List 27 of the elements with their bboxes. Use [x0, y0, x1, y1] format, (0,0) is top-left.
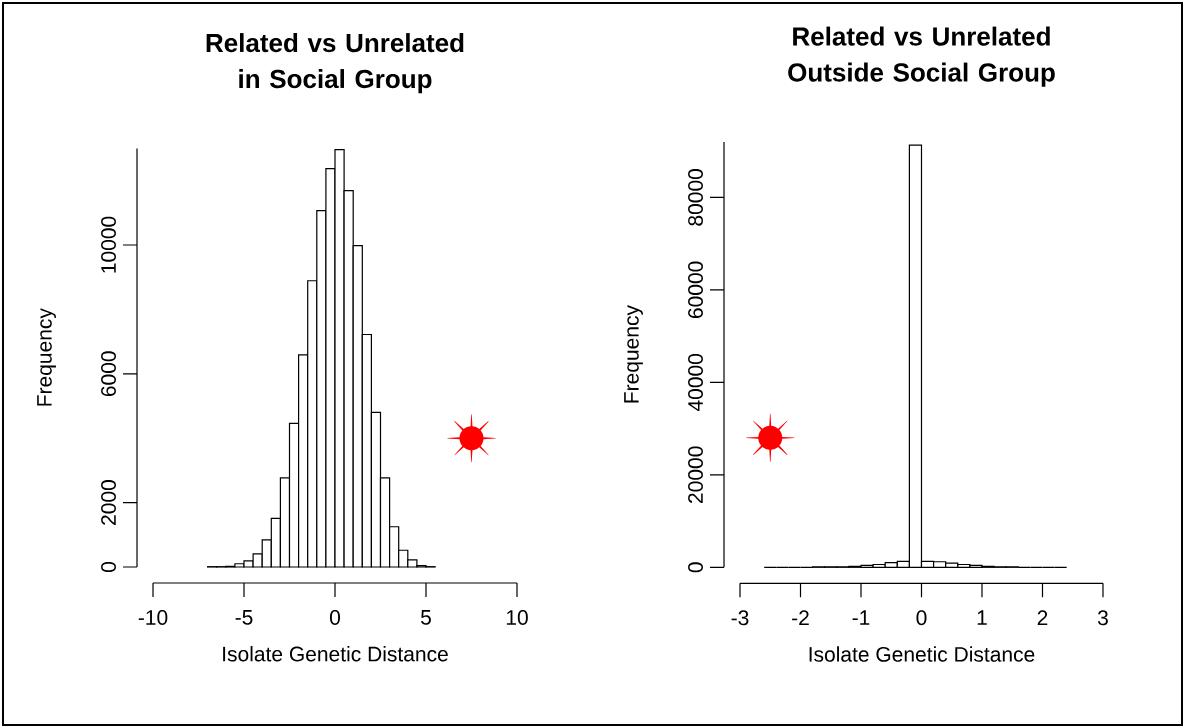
y-tick-label: 2000: [101, 480, 116, 525]
y-tick-label: 40000: [688, 353, 703, 412]
y-tick-label: 0: [688, 562, 703, 573]
x-tick-label: -5: [235, 610, 253, 625]
y-tick-label: 10000: [101, 216, 116, 273]
y-tick-label: 80000: [688, 169, 703, 226]
x-tick-label: -10: [138, 610, 168, 625]
x-tick-label: 10: [506, 610, 528, 625]
x-tick-label: 0: [916, 610, 927, 626]
x-tick-label: 2: [1037, 610, 1048, 626]
chart-title: Related vs Unrelated Outside Social Group: [788, 26, 1055, 87]
y-axis-title: Frequency: [37, 308, 56, 406]
x-tick-label: 5: [421, 610, 431, 625]
x-tick-label: -3: [731, 610, 749, 626]
x-tick-label: 0: [329, 610, 341, 625]
y-tick-label: 20000: [688, 446, 703, 503]
x-tick-label: -2: [792, 610, 809, 626]
x-tick-label: -1: [852, 610, 870, 625]
chart-title: Related vs Unrelated in Social Group: [206, 33, 464, 94]
y-axis-title: Frequency: [624, 305, 643, 403]
x-axis-title: Isolate Genetic Distance: [223, 646, 448, 662]
y-tick-label: 0: [101, 561, 116, 573]
x-axis-title: Isolate Genetic Distance: [809, 646, 1035, 662]
x-tick-label: 1: [977, 610, 987, 625]
y-tick-label: 60000: [688, 261, 703, 318]
x-tick-label: 3: [1097, 610, 1108, 626]
y-tick-label: 6000: [101, 351, 116, 397]
